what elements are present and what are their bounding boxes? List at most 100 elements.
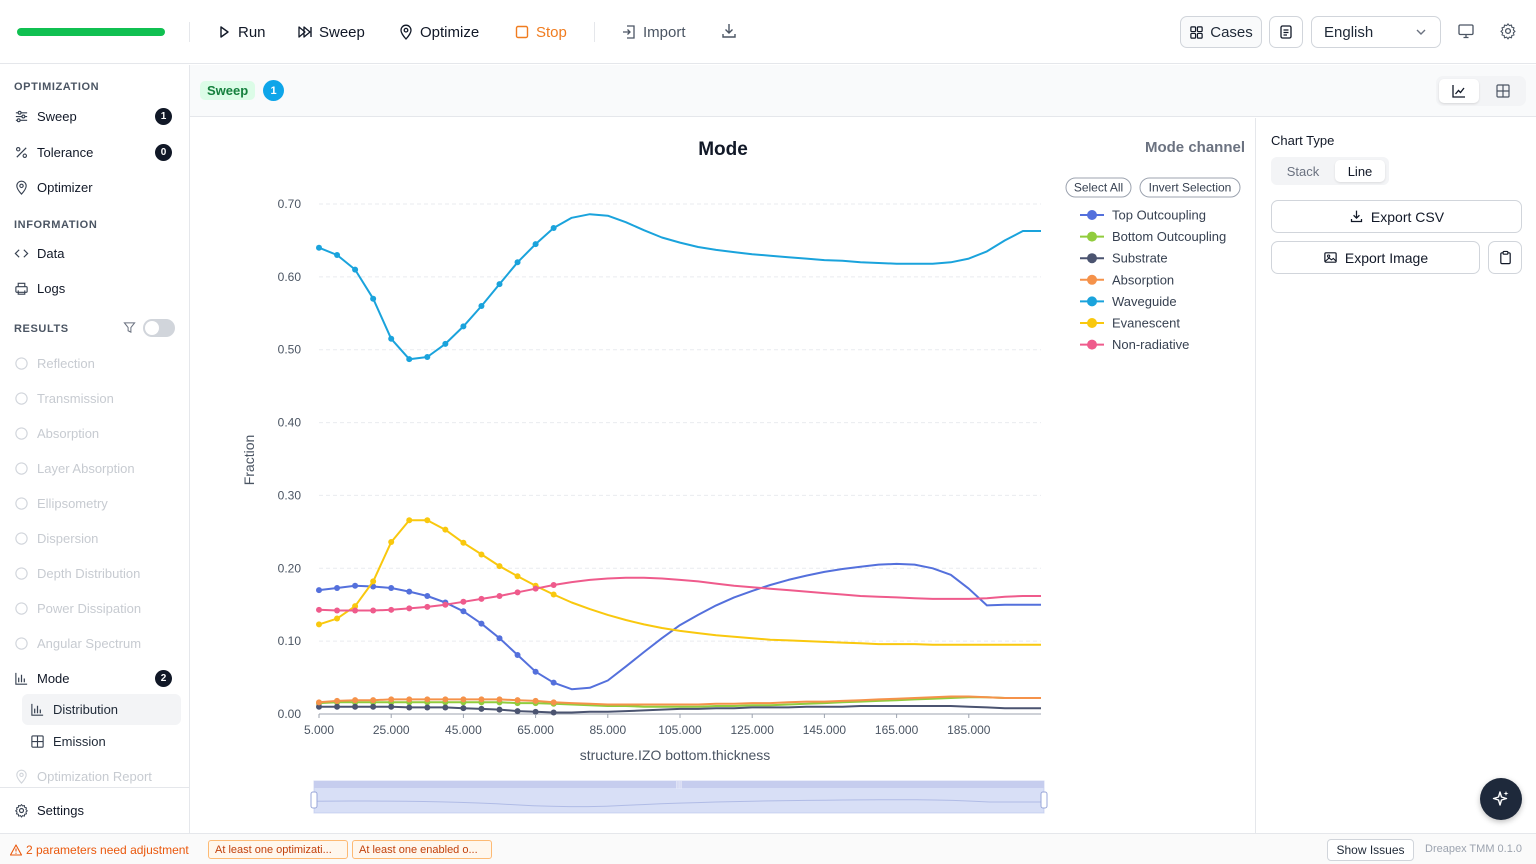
legend-invert-selection-button[interactable]: Invert Selection	[1139, 177, 1241, 198]
issue-tag[interactable]: At least one optimizati...	[208, 840, 348, 859]
chart-type-line[interactable]: Line	[1335, 160, 1385, 182]
run-button[interactable]: Run	[216, 20, 266, 44]
series-waveguide[interactable]	[316, 213, 1041, 363]
document-button[interactable]	[1269, 16, 1303, 48]
series-evanescent[interactable]	[316, 517, 1041, 646]
table-view-button[interactable]	[1483, 79, 1523, 103]
chart-view-button[interactable]	[1439, 79, 1479, 103]
sidebar-item-angular-spectrum[interactable]: Angular Spectrum	[14, 631, 180, 655]
sidebar-item-ellipsometry[interactable]: Ellipsometry	[14, 491, 180, 515]
bar-chart-icon	[15, 672, 28, 685]
data-point	[352, 703, 359, 710]
sidebar-item-sweep[interactable]: Sweep 1	[14, 104, 180, 128]
sidebar-subitem-emission[interactable]: Emission	[22, 726, 181, 757]
progress-bar	[17, 28, 165, 36]
zoom-handle-left[interactable]	[310, 791, 318, 809]
import-button[interactable]: Import	[621, 20, 686, 44]
legend-label: Evanescent	[1112, 316, 1180, 331]
results-filter-toggle[interactable]	[143, 319, 175, 337]
export-csv-button[interactable]: Export CSV	[1271, 200, 1522, 233]
sidebar-item-data[interactable]: Data	[14, 241, 180, 265]
sidebar-item-dispersion[interactable]: Dispersion	[14, 526, 180, 550]
data-point	[478, 620, 485, 627]
stop-button[interactable]: Stop	[514, 20, 567, 44]
data-point	[514, 697, 521, 704]
data-point	[424, 592, 431, 599]
monitor-icon[interactable]	[1457, 22, 1475, 40]
trend-icon	[15, 496, 28, 510]
legend-item[interactable]: Waveguide	[1080, 294, 1177, 309]
series-non-radiative[interactable]	[316, 576, 1041, 614]
legend-item[interactable]: Evanescent	[1080, 316, 1180, 331]
settings-section: Settings	[0, 787, 189, 833]
legend-item[interactable]: Absorption	[1080, 272, 1174, 287]
download-icon[interactable]	[720, 22, 738, 40]
issue-tag[interactable]: At least one enabled o...	[352, 840, 492, 859]
show-issues-button[interactable]: Show Issues	[1327, 839, 1414, 861]
copy-image-button[interactable]	[1488, 241, 1522, 274]
ban-icon	[15, 426, 28, 440]
sidebar-item-absorption[interactable]: Absorption	[14, 421, 180, 445]
sidebar-item-optimization-report[interactable]: Optimization Report	[14, 764, 180, 788]
series-line	[318, 695, 1041, 706]
section-title-information: INFORMATION	[14, 219, 98, 231]
sidebar-item-power-dissipation[interactable]: Power Dissipation	[14, 596, 180, 620]
sidebar-item-mode[interactable]: Mode 2	[14, 666, 180, 690]
mode-line-chart[interactable]: 0.00 0.10 0.20 0.30 0.40 0.50 0.60 0.70 5.000 25.…	[190, 118, 1255, 833]
table-icon	[31, 735, 44, 748]
sidebar-item-label: Sweep	[37, 108, 77, 124]
y-tick-label: 0.70	[278, 197, 302, 211]
sidebar-item-reflection[interactable]: Reflection	[14, 351, 180, 375]
legend-item[interactable]: Bottom Outcoupling	[1080, 229, 1226, 244]
sidebar-item-transmission[interactable]: Transmission	[14, 386, 180, 410]
ai-assistant-button[interactable]	[1480, 778, 1522, 820]
data-point	[532, 668, 539, 675]
legend-label: Bottom Outcoupling	[1112, 229, 1226, 244]
optimize-button[interactable]: Optimize	[398, 20, 479, 44]
data-point	[532, 697, 539, 704]
gear-icon[interactable]	[1499, 22, 1517, 40]
chart-type-label: Chart Type	[1271, 133, 1335, 148]
sweep-button[interactable]: Sweep	[297, 20, 365, 44]
sidebar-item-label: Tolerance	[37, 144, 94, 160]
legend-item[interactable]: Non-radiative	[1080, 337, 1189, 352]
legend-select-all-button[interactable]: Select All	[1065, 177, 1132, 198]
x-tick-label: 5.000	[304, 723, 334, 737]
sidebar-item-logs[interactable]: Logs	[14, 276, 180, 300]
count-badge: 2	[155, 669, 172, 687]
map-pin-icon	[16, 180, 27, 195]
series-line	[318, 562, 1041, 691]
language-select[interactable]: English	[1311, 16, 1441, 48]
legend-label: Absorption	[1112, 272, 1174, 287]
legend-item[interactable]: Substrate	[1080, 251, 1168, 266]
sidebar-item-layer-absorption[interactable]: Layer Absorption	[14, 456, 180, 480]
series-absorption[interactable]	[316, 695, 1041, 706]
export-image-button[interactable]: Export Image	[1271, 241, 1480, 274]
data-point	[388, 335, 395, 342]
x-tick-label: 125.000	[731, 723, 775, 737]
import-label: Import	[643, 23, 686, 41]
chart-area: 0.00 0.10 0.20 0.30 0.40 0.50 0.60 0.70 5.000 25.…	[190, 118, 1255, 833]
sidebar-item-optimizer[interactable]: Optimizer	[14, 175, 180, 199]
zoom-handle-right[interactable]	[1040, 791, 1048, 809]
legend-item[interactable]: Top Outcoupling	[1080, 208, 1206, 223]
data-point	[388, 539, 395, 546]
sweep-tag[interactable]: Sweep	[200, 81, 256, 100]
map-pin-icon	[16, 769, 27, 784]
sidebar-item-tolerance[interactable]: Tolerance 0	[14, 140, 180, 164]
data-zoom-slider[interactable]: |||	[310, 780, 1048, 814]
data-point	[424, 704, 431, 711]
series-top-outcoupling[interactable]	[316, 562, 1041, 691]
x-axis-label: structure.IZO bottom.thickness	[580, 747, 771, 763]
chart-type-stack[interactable]: Stack	[1286, 163, 1320, 179]
data-point	[316, 606, 322, 613]
run-label: Run	[238, 23, 266, 41]
series-substrate[interactable]	[316, 703, 1041, 716]
sidebar-item-depth-distribution[interactable]: Depth Distribution	[14, 561, 180, 585]
cases-button[interactable]: Cases	[1180, 16, 1262, 48]
sidebar-item-settings[interactable]: Settings	[14, 798, 180, 822]
data-point	[514, 259, 521, 266]
parameter-warning[interactable]: 2 parameters need adjustment	[10, 843, 189, 857]
filter-icon[interactable]	[123, 321, 136, 334]
sidebar-subitem-distribution[interactable]: Distribution	[22, 694, 181, 725]
